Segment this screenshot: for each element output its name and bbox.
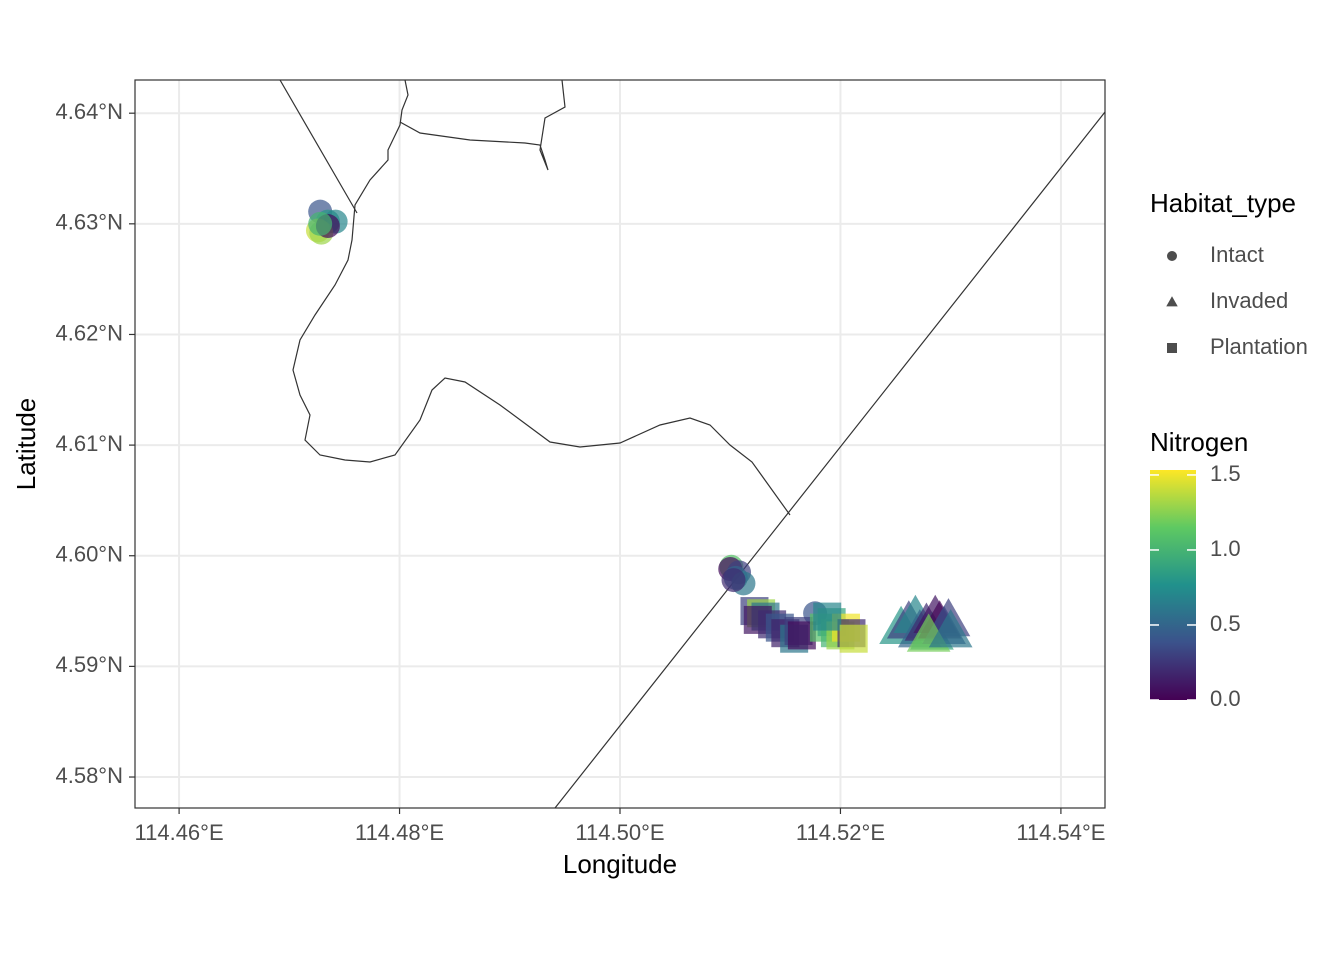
y-tick-label: 4.60°N	[55, 542, 123, 567]
coastline	[292, 80, 791, 516]
boundary-line	[279, 80, 358, 214]
map-outline	[279, 80, 1105, 808]
y-tick-label: 4.61°N	[55, 431, 123, 456]
x-tick-label: 114.46°E	[135, 820, 224, 845]
x-tick-label: 114.54°E	[1016, 820, 1105, 845]
colorbar-tick-label: 1.0	[1210, 536, 1241, 561]
y-tick-label: 4.64°N	[55, 99, 123, 124]
point	[813, 602, 842, 631]
legend-symbol	[1166, 296, 1178, 307]
x-tick-label: 114.52°E	[796, 820, 885, 845]
legend-label: Intact	[1210, 242, 1264, 267]
legend-symbol	[1167, 343, 1177, 353]
coastline	[399, 80, 566, 171]
y-tick-label: 4.59°N	[55, 652, 123, 677]
colorbar-title: Nitrogen	[1150, 427, 1248, 457]
legend-label: Invaded	[1210, 288, 1288, 313]
colorbar-tick-label: 0.5	[1210, 611, 1241, 636]
point	[721, 568, 746, 593]
y-axis-title: Latitude	[11, 398, 41, 491]
legend-title: Habitat_type	[1150, 188, 1296, 218]
point	[308, 211, 333, 236]
x-tick-label: 114.50°E	[575, 820, 664, 845]
x-tick-label: 114.48°E	[355, 820, 444, 845]
grid	[135, 80, 1105, 808]
legend-label: Plantation	[1210, 334, 1308, 359]
boundary-line	[554, 111, 1105, 808]
colorbar-tick-label: 1.5	[1210, 461, 1241, 486]
colorbar	[1150, 470, 1196, 700]
points	[305, 199, 973, 653]
y-tick-label: 4.62°N	[55, 320, 123, 345]
x-axis-title: Longitude	[563, 849, 677, 879]
point	[839, 624, 868, 653]
y-tick-label: 4.63°N	[55, 210, 123, 235]
legend-symbol	[1167, 251, 1177, 261]
y-tick-label: 4.58°N	[55, 763, 123, 788]
point	[928, 609, 973, 648]
colorbar-tick-label: 0.0	[1210, 686, 1241, 711]
